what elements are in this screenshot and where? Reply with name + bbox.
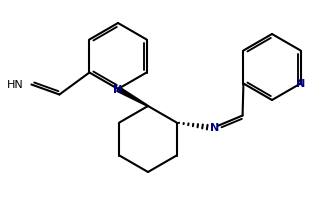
Polygon shape (117, 87, 148, 107)
Text: N: N (114, 85, 122, 95)
Text: HN: HN (7, 80, 24, 90)
Text: N: N (210, 123, 219, 133)
Text: N: N (296, 79, 305, 89)
